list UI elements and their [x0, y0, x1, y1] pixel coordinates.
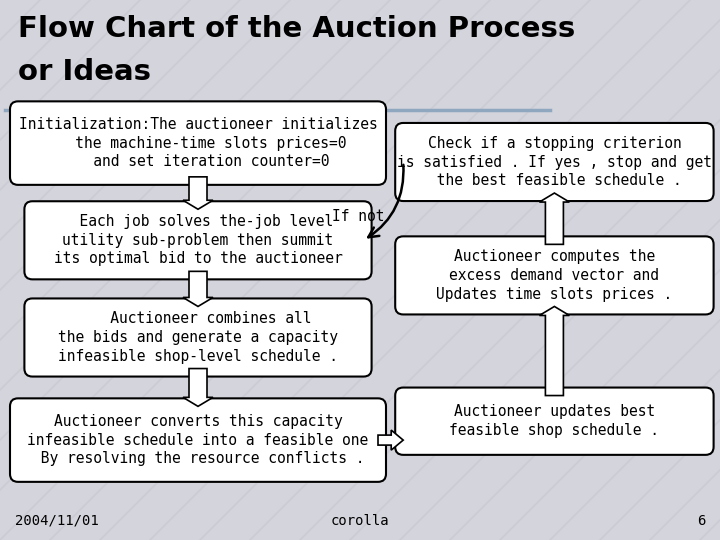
Polygon shape	[378, 430, 403, 450]
Text: 2004/11/01: 2004/11/01	[15, 514, 99, 528]
FancyBboxPatch shape	[10, 399, 386, 482]
Text: If not: If not	[332, 208, 384, 224]
Text: or Ideas: or Ideas	[18, 58, 151, 86]
FancyBboxPatch shape	[395, 388, 714, 455]
Text: Auctioneer updates best
feasible shop schedule .: Auctioneer updates best feasible shop sc…	[449, 404, 660, 438]
Text: 6: 6	[697, 514, 705, 528]
FancyBboxPatch shape	[24, 201, 372, 279]
Text: corolla: corolla	[330, 514, 390, 528]
Polygon shape	[539, 193, 570, 244]
Text: Flow Chart of the Auction Process: Flow Chart of the Auction Process	[18, 15, 575, 43]
Text: Each job solves the-job level
utility sub-problem then summit
its optimal bid to: Each job solves the-job level utility su…	[53, 214, 343, 266]
FancyArrowPatch shape	[368, 165, 403, 237]
Polygon shape	[183, 177, 213, 209]
Polygon shape	[183, 271, 213, 306]
Text: Auctioneer converts this capacity
infeasible schedule into a feasible one
 By re: Auctioneer converts this capacity infeas…	[27, 414, 369, 466]
Text: Initialization:The auctioneer initializes
   the machine-time slots prices=0
   : Initialization:The auctioneer initialize…	[19, 117, 377, 169]
Polygon shape	[183, 368, 213, 406]
Text: Check if a stopping criterion
is satisfied . If yes , stop and get
 the best fea: Check if a stopping criterion is satisfi…	[397, 136, 712, 188]
FancyBboxPatch shape	[395, 237, 714, 314]
FancyBboxPatch shape	[24, 299, 372, 376]
Text: Auctioneer computes the
excess demand vector and
Updates time slots prices .: Auctioneer computes the excess demand ve…	[436, 249, 672, 301]
Text: Auctioneer combines all
the bids and generate a capacity
infeasible shop-level s: Auctioneer combines all the bids and gen…	[58, 312, 338, 363]
FancyBboxPatch shape	[10, 102, 386, 185]
Polygon shape	[539, 307, 570, 395]
FancyBboxPatch shape	[395, 123, 714, 201]
